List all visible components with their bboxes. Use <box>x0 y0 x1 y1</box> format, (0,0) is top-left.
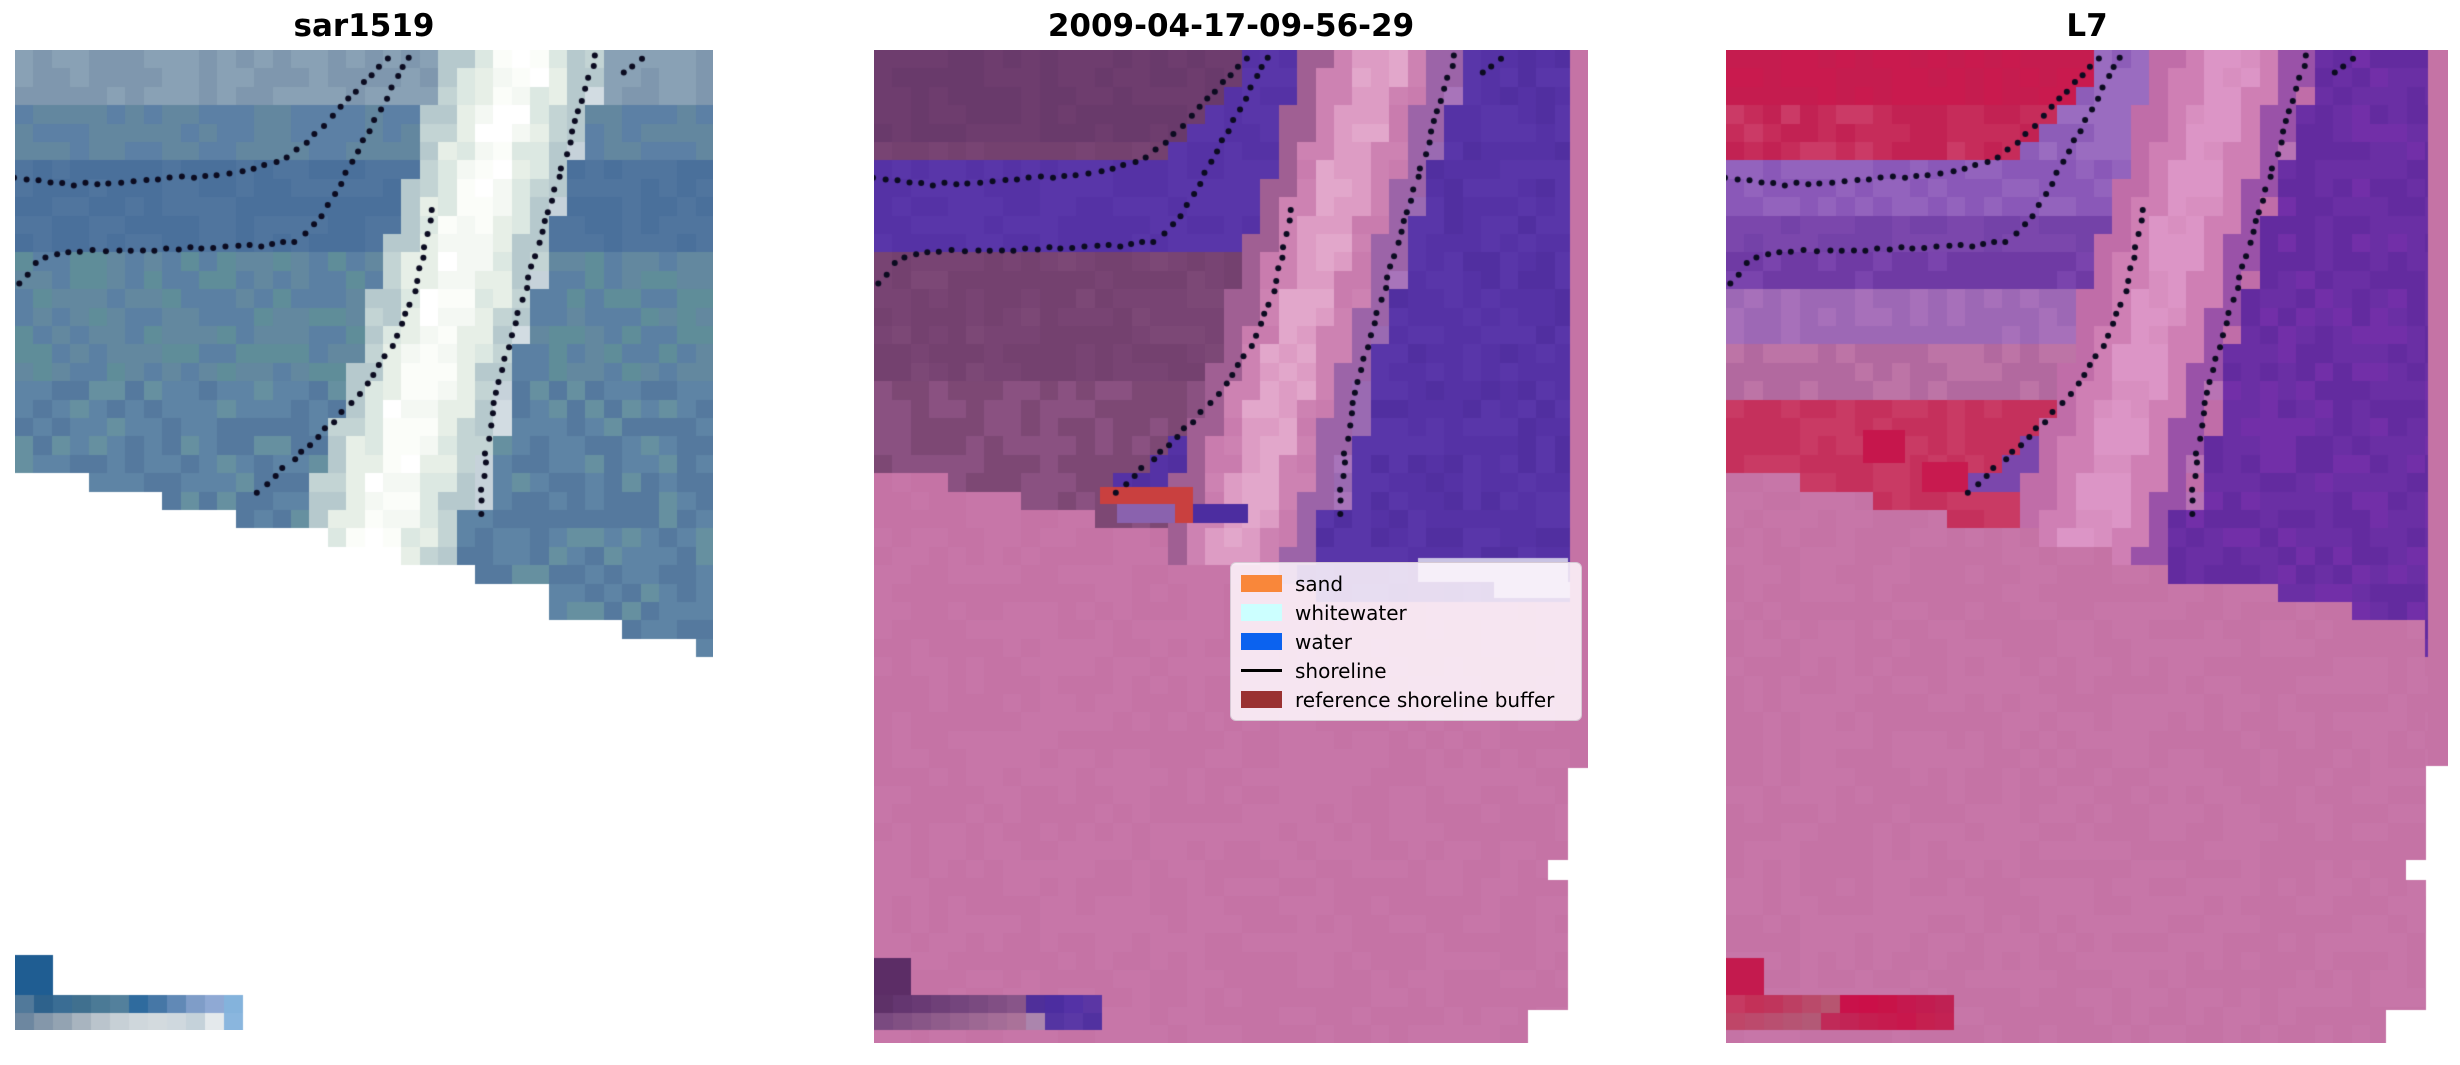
legend-row-sand: sand <box>1241 571 1571 597</box>
sand-color-swatch <box>1241 575 1282 592</box>
panel-title-classified: 2009-04-17-09-56-29 <box>1047 8 1415 44</box>
legend-label: sand <box>1295 571 1344 596</box>
legend-row-whitewater: whitewater <box>1241 600 1571 626</box>
shoreline-line-swatch <box>1241 669 1282 672</box>
reference-shoreline-buffer-color-swatch <box>1241 691 1282 708</box>
legend-row-water: water <box>1241 629 1571 655</box>
legend-label: shoreline <box>1295 658 1387 683</box>
panel-title-l7: L7 <box>2066 8 2108 44</box>
whitewater-color-swatch <box>1241 604 1282 621</box>
legend-row-reference-shoreline-buffer: reference shoreline buffer <box>1241 687 1571 713</box>
legend-label: whitewater <box>1295 600 1407 625</box>
classified-image-panel <box>874 50 1588 1043</box>
legend-label: water <box>1295 629 1352 654</box>
sar-image-panel <box>15 50 713 1030</box>
panel-title-sar1519: sar1519 <box>293 8 435 44</box>
l7-image-panel <box>1726 50 2448 1043</box>
legend-row-shoreline: shoreline <box>1241 658 1571 684</box>
legend: sand whitewater water shoreline reference sh… <box>1230 562 1582 721</box>
water-color-swatch <box>1241 633 1282 650</box>
legend-label: reference shoreline buffer <box>1295 687 1555 712</box>
